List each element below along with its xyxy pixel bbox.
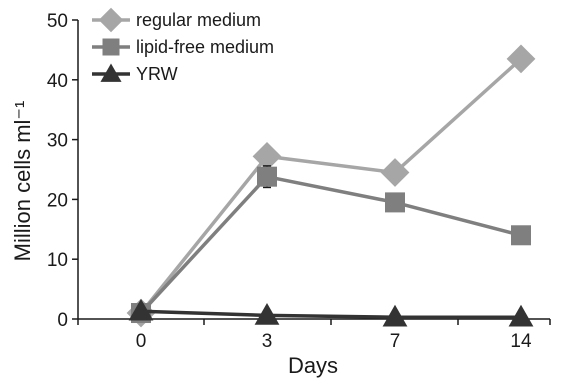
series-line xyxy=(139,174,522,315)
x-tick-label: 14 xyxy=(510,331,532,352)
legend-marker xyxy=(102,38,120,56)
legend-label: YRW xyxy=(136,64,178,84)
legend-marker xyxy=(100,63,122,82)
x-tick-label: 7 xyxy=(390,331,401,352)
legend: regular medium lipid-free medium YRW xyxy=(92,7,274,84)
data-point xyxy=(506,44,536,74)
legend-item-2: YRW xyxy=(92,63,178,84)
data-point xyxy=(257,166,277,187)
y-tick-label: 50 xyxy=(47,11,68,32)
series-0 xyxy=(126,44,536,328)
series-2 xyxy=(128,298,534,327)
series-line xyxy=(140,309,521,319)
data-point xyxy=(511,225,531,246)
x-tick-label: 0 xyxy=(136,331,147,352)
data-point xyxy=(254,303,280,325)
data-point xyxy=(380,158,410,187)
data-point xyxy=(508,304,534,327)
x-axis-title: Days xyxy=(288,353,338,378)
y-tick-label: 0 xyxy=(57,310,68,331)
y-tick-label: 30 xyxy=(47,131,68,152)
y-tick-label: 10 xyxy=(47,250,68,271)
legend-label: lipid-free medium xyxy=(136,37,274,57)
data-point xyxy=(385,192,405,213)
y-tick-label: 20 xyxy=(47,190,68,211)
y-tick-label: 40 xyxy=(47,71,68,92)
data-point xyxy=(382,304,408,327)
x-tick-label: 3 xyxy=(262,331,273,352)
series-1 xyxy=(131,165,531,324)
data-point xyxy=(252,141,282,171)
legend-marker xyxy=(98,7,124,33)
y-axis-title: Million cells ml⁻¹ xyxy=(10,101,35,262)
axes: 0 10 20 30 40 50 0 3 7 14 xyxy=(47,11,551,352)
legend-label: regular medium xyxy=(136,10,261,30)
legend-item-0: regular medium xyxy=(92,7,261,33)
series-line xyxy=(139,57,523,315)
series-layer xyxy=(126,44,536,328)
data-point xyxy=(128,298,154,321)
legend-item-1: lipid-free medium xyxy=(92,37,274,57)
